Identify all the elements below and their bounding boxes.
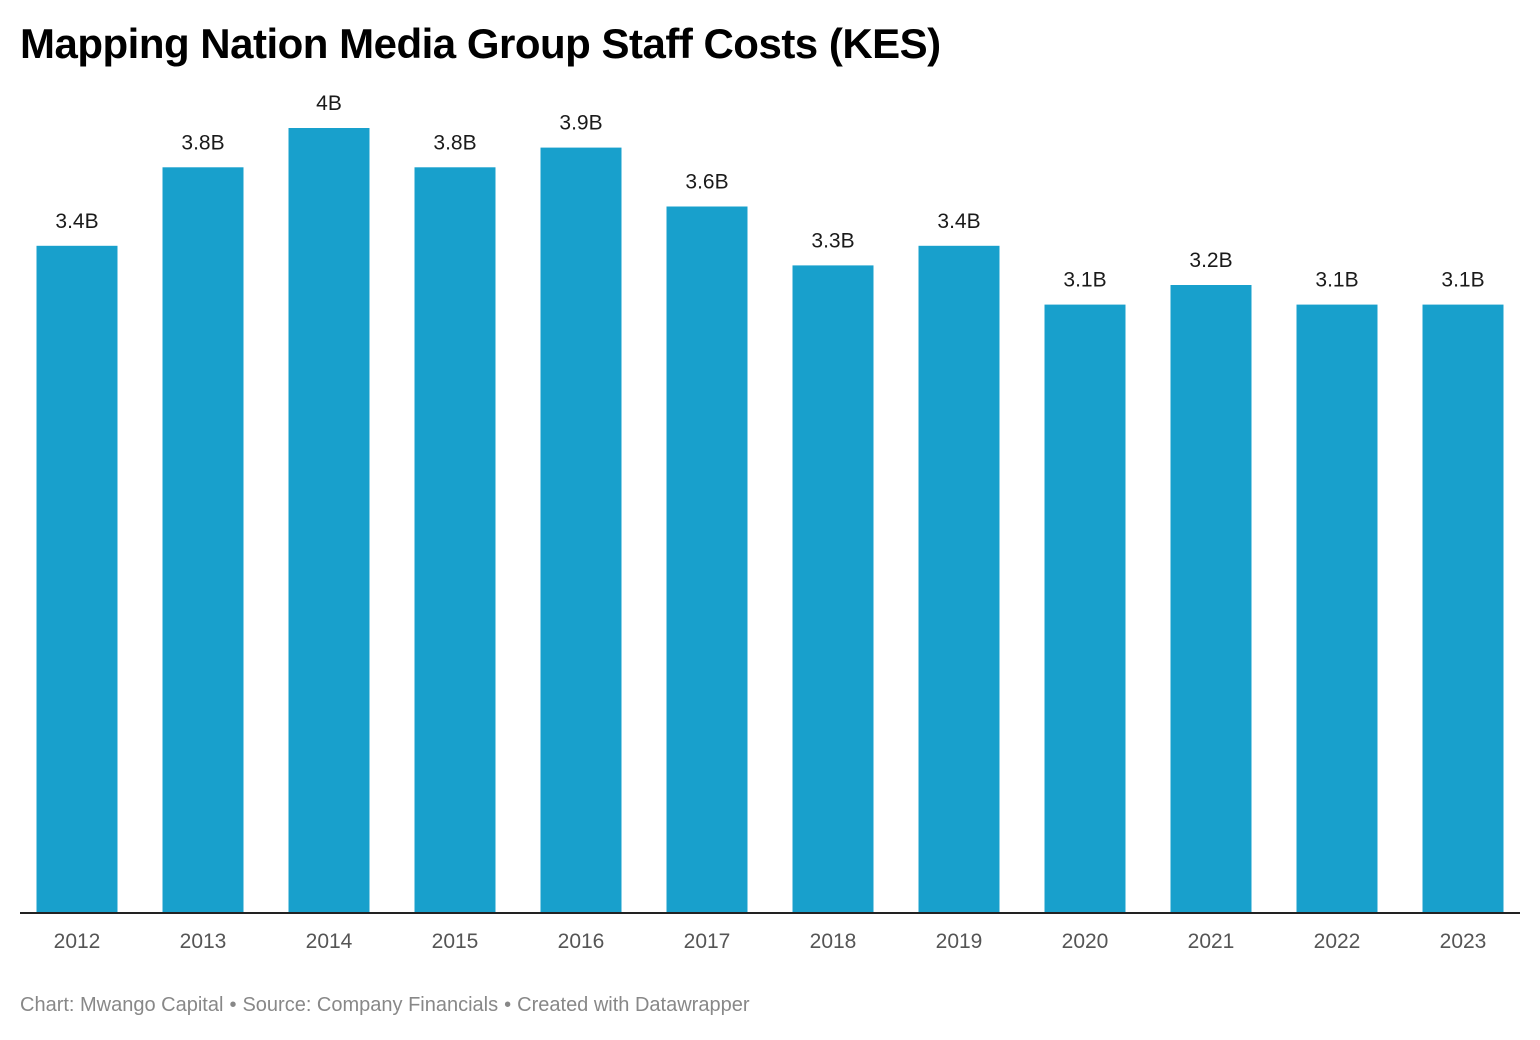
value-label-2013: 3.8B xyxy=(181,131,224,154)
value-label-2019: 3.4B xyxy=(937,210,980,233)
x-tick-label-2021: 2021 xyxy=(1188,930,1235,953)
x-tick-label-2023: 2023 xyxy=(1440,930,1487,953)
x-tick-label-2017: 2017 xyxy=(684,930,731,953)
value-label-2017: 3.6B xyxy=(685,171,728,194)
bar-2015 xyxy=(414,167,496,914)
bar-2014 xyxy=(288,128,370,913)
value-label-2021: 3.2B xyxy=(1189,249,1232,272)
bar-2018 xyxy=(792,265,874,913)
value-label-2014: 4B xyxy=(316,92,342,115)
tool-credit: Created with Datawrapper xyxy=(517,994,750,1016)
bar-2021 xyxy=(1170,285,1252,913)
bar-2020 xyxy=(1044,304,1126,914)
x-tick-label-2013: 2013 xyxy=(180,930,227,953)
value-label-2012: 3.4B xyxy=(55,210,98,233)
bar-chart: 3.4B 3.8B 4B 3.8B 3.9B 3.6B 3.3B 3.4B 3.1B 3.2B 3.… xyxy=(20,92,1520,953)
bar-2016 xyxy=(540,147,622,914)
x-tick-label-2014: 2014 xyxy=(306,930,353,953)
chart-credit: Chart: Mwango Capital xyxy=(20,994,224,1016)
bar-2013 xyxy=(162,167,244,914)
source-credit: Source: Company Financials xyxy=(242,994,499,1016)
x-tick-label-2018: 2018 xyxy=(810,930,857,953)
value-label-2016: 3.9B xyxy=(559,112,602,135)
value-labels-group: 3.4B 3.8B 4B 3.8B 3.9B 3.6B 3.3B 3.4B 3.1B 3.2B 3.… xyxy=(55,92,1484,292)
value-label-2015: 3.8B xyxy=(433,131,476,154)
footer-separator: • xyxy=(504,994,512,1016)
footer-separator: • xyxy=(229,994,237,1016)
x-axis-ticks-group: 2012 2013 2014 2015 2016 2017 2018 2019 2020 2021… xyxy=(54,930,1487,953)
x-tick-label-2016: 2016 xyxy=(558,930,605,953)
bars-group xyxy=(36,128,1504,914)
bar-2012 xyxy=(36,245,118,914)
bar-2017 xyxy=(666,206,748,913)
value-label-2022: 3.1B xyxy=(1315,269,1358,292)
x-tick-label-2015: 2015 xyxy=(432,930,479,953)
chart-title: Mapping Nation Media Group Staff Costs (… xyxy=(20,20,941,67)
x-tick-label-2020: 2020 xyxy=(1062,930,1109,953)
bar-2023 xyxy=(1422,304,1504,914)
bar-2022 xyxy=(1296,304,1378,914)
value-label-2018: 3.3B xyxy=(811,229,854,252)
x-tick-label-2019: 2019 xyxy=(936,930,983,953)
chart-footer: Chart: Mwango Capital • Source: Company Fi… xyxy=(20,994,750,1017)
value-label-2023: 3.1B xyxy=(1441,269,1484,292)
x-tick-label-2012: 2012 xyxy=(54,930,101,953)
bar-2019 xyxy=(918,245,1000,914)
x-tick-label-2022: 2022 xyxy=(1314,930,1361,953)
value-label-2020: 3.1B xyxy=(1063,269,1106,292)
